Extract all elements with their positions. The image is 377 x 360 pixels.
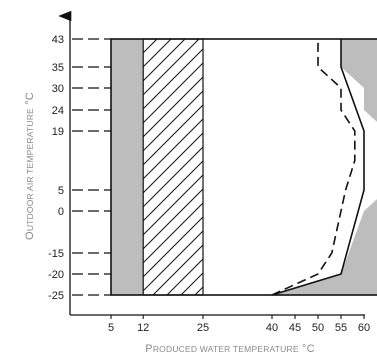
y-axis-title-initial: O bbox=[24, 231, 36, 240]
y-tick-label: 35 bbox=[52, 62, 64, 74]
y-tick-label: 30 bbox=[52, 83, 64, 95]
y-tick-label: -20 bbox=[48, 269, 64, 281]
x-tick-label: 60 bbox=[358, 322, 370, 334]
plot-area bbox=[110, 38, 377, 296]
y-tick-label: -15 bbox=[48, 248, 64, 260]
x-tick-label: 50 bbox=[312, 322, 324, 334]
x-tick-label: 5 bbox=[108, 322, 114, 334]
tick-labels: -25-20-1505192430354351225404550556065 bbox=[48, 34, 370, 334]
dashed-limit-line bbox=[271, 39, 356, 296]
x-axis-title: PRODUCED WATER TEMPERATURE °C bbox=[145, 343, 314, 355]
x-tick-label: 45 bbox=[289, 322, 301, 334]
y-tick-label: -25 bbox=[48, 290, 64, 302]
y-axis-title-rest: UTDOOR AIR TEMPERATURE bbox=[25, 108, 35, 231]
y-axis-title: OUTDOOR AIR TEMPERATURE °C bbox=[24, 92, 36, 240]
axes bbox=[58, 10, 365, 316]
y-tick-label: 0 bbox=[58, 206, 64, 218]
x-tick-label: 40 bbox=[266, 322, 278, 334]
y-tick-label: 19 bbox=[52, 126, 64, 138]
x-tick-label: 12 bbox=[137, 322, 149, 334]
left-shaded-band bbox=[111, 39, 144, 295]
y-tick-label: 24 bbox=[52, 105, 64, 117]
x-axis-title-initial: P bbox=[145, 343, 153, 355]
right-shaded-region bbox=[272, 39, 377, 295]
solid-limit-line bbox=[271, 39, 365, 296]
hatched-band bbox=[142, 38, 204, 296]
x-tick-label: 25 bbox=[197, 322, 209, 334]
tick-marks bbox=[72, 38, 365, 319]
x-axis-title-rest: RODUCED WATER TEMPERATURE bbox=[153, 344, 299, 354]
y-tick-label: 43 bbox=[52, 34, 64, 46]
y-tick-label: 5 bbox=[58, 185, 64, 197]
y-axis-title-unit: °C bbox=[24, 92, 36, 108]
x-axis-title-unit: °C bbox=[299, 343, 315, 355]
x-tick-label: 55 bbox=[335, 322, 347, 334]
envelope-outline bbox=[110, 38, 377, 296]
